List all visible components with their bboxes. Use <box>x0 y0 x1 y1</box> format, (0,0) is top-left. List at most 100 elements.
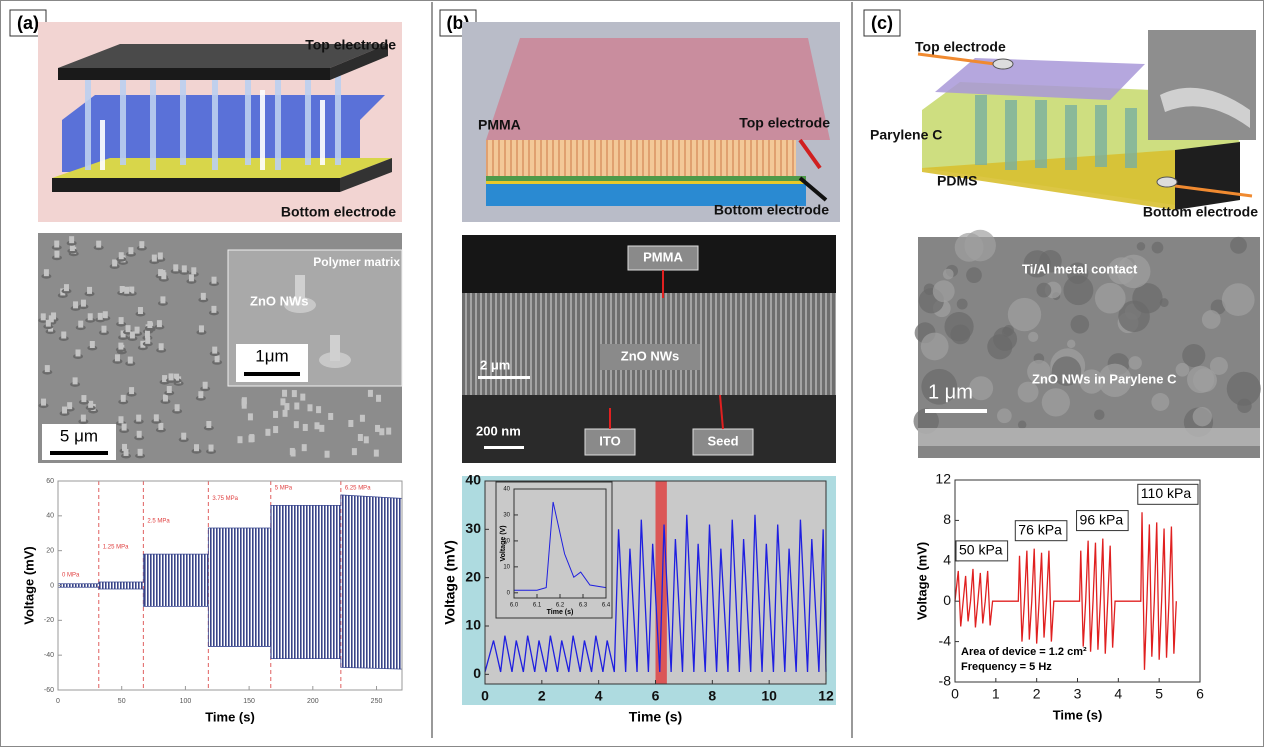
pressure-label: 2.5 MPa <box>147 519 170 525</box>
nanowire-tip <box>80 299 86 307</box>
nanowire-tip <box>62 406 68 414</box>
nanowire-tip <box>161 272 167 280</box>
texture <box>1007 297 1042 332</box>
nanowire-tip <box>73 301 79 309</box>
nanowire-tip <box>237 436 243 444</box>
nanowire-tip <box>214 355 220 363</box>
nanowire-tip <box>114 354 120 362</box>
texture <box>1151 393 1170 411</box>
schematic-label: PDMS <box>937 173 977 189</box>
texture <box>954 232 984 262</box>
pressure-label: 1.25 MPa <box>103 545 129 551</box>
nanowire-tip <box>96 240 102 248</box>
nanowire-tip <box>137 448 143 456</box>
nanowire-tip <box>69 244 75 252</box>
pressure-label: 0 MPa <box>62 573 80 579</box>
x-tick-label: 0 <box>481 688 489 704</box>
x-tick-label: 250 <box>371 698 383 705</box>
nanowire-tip <box>265 428 271 436</box>
nanowire-tip <box>194 444 200 452</box>
nanowire-tip <box>78 320 84 328</box>
nanowire-tip <box>43 269 49 277</box>
nanowire-tip <box>147 321 153 329</box>
texture <box>1201 310 1221 329</box>
texture <box>1230 236 1247 254</box>
pressure-label: 5 MPa <box>275 486 293 492</box>
y-axis-title: Voltage (V) <box>500 525 507 561</box>
nanowire-tip <box>211 305 217 313</box>
nanowire-tip <box>118 317 124 325</box>
x-tick-label: 6.3 <box>579 603 588 609</box>
nanowire-tip <box>307 404 313 412</box>
nanowire-tip <box>181 432 187 440</box>
nanowire-tip <box>129 331 135 339</box>
signal-line <box>484 514 827 673</box>
nanowire-tip <box>54 240 60 248</box>
scale-bar-label: 1 μm <box>928 381 973 403</box>
nanowire-tip <box>174 404 180 412</box>
nanowire-tip <box>128 247 134 255</box>
nanowire-tip <box>69 236 75 244</box>
schematic-label: PMMA <box>478 117 521 133</box>
texture <box>942 268 954 280</box>
y-axis-title: Voltage (mV) <box>914 542 929 621</box>
texture <box>1117 254 1151 289</box>
nanowire-tip <box>302 423 308 431</box>
texture <box>956 298 968 310</box>
nanowire-tip <box>328 412 334 420</box>
nanowire-tip <box>153 414 159 422</box>
nanowire-tip <box>158 269 164 277</box>
group-label-box <box>1137 483 1199 505</box>
nanowire-tip <box>363 436 369 444</box>
x-tick-label: 200 <box>307 698 319 705</box>
y-tick-label: 30 <box>503 513 510 519</box>
nanowire-tip <box>166 386 172 394</box>
nanowire-tip <box>357 434 363 442</box>
x-tick-label: 4 <box>1114 686 1122 702</box>
nanowire-tip <box>249 434 255 442</box>
x-tick-label: 5 <box>1155 686 1163 702</box>
texture <box>1094 409 1105 421</box>
nanowire-tip <box>88 400 94 408</box>
nanowire-tip <box>156 320 162 328</box>
texture <box>1023 250 1051 278</box>
nanowire-tip <box>41 398 47 406</box>
texture <box>1098 363 1132 398</box>
texture <box>923 283 936 295</box>
nanowire-tip <box>280 398 286 406</box>
y-tick-label: 12 <box>935 471 951 487</box>
nanowire-tip <box>136 414 142 422</box>
y-tick-label: 0 <box>943 592 951 608</box>
x-tick-label: 6 <box>1196 686 1204 702</box>
pressure-label: 3.75 MPa <box>212 496 238 502</box>
nanowire-tip <box>376 394 382 402</box>
nanowire-tip <box>136 430 142 438</box>
group-label: 50 kPa <box>959 542 1003 558</box>
schematic-label: Top electrode <box>305 37 396 53</box>
nanowire-tip <box>284 403 290 411</box>
sem-label: ZnO NWs in Parylene C <box>1032 371 1177 386</box>
scale-bar-label: 200 nm <box>476 423 521 438</box>
nanowire-tip <box>293 421 299 429</box>
nanowire-tip <box>118 342 124 350</box>
nanowire-tip <box>367 389 373 397</box>
group-label: 96 kPa <box>1080 511 1124 527</box>
texture <box>1036 282 1052 298</box>
x-axis-title: Time (s) <box>205 709 255 724</box>
nanowire-tip <box>158 343 164 351</box>
texture <box>920 332 949 361</box>
nanowire-tip <box>120 330 126 338</box>
x-tick-label: 150 <box>243 698 255 705</box>
note: Frequency = 5 Hz <box>961 661 1052 673</box>
nanowire-tip <box>137 307 143 315</box>
nanowire-tip <box>173 264 179 272</box>
y-tick-label: 4 <box>943 552 951 568</box>
texture <box>921 368 958 405</box>
x-tick-label: 6.2 <box>556 603 565 609</box>
panel-label-text: (a) <box>17 13 39 33</box>
texture <box>1028 331 1039 342</box>
nanowire-tip <box>316 406 322 414</box>
sem-c: Ti/Al metal contact 1 μm ZnO NWs in Pary… <box>913 229 1261 458</box>
x-tick-label: 2 <box>538 688 546 704</box>
nanowire-tip <box>75 349 81 357</box>
